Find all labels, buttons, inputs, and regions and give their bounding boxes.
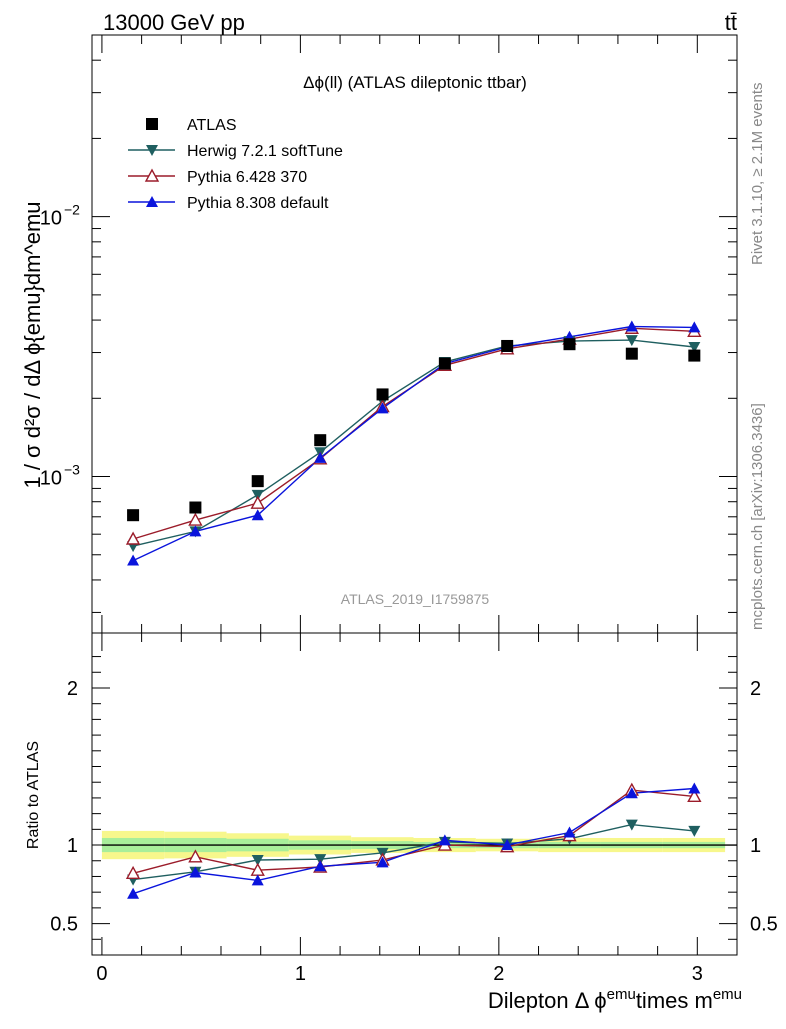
data-point <box>376 388 389 401</box>
ratio-point <box>188 849 203 863</box>
ratio-point <box>251 874 264 886</box>
data-point <box>625 320 638 332</box>
data-point <box>625 347 638 360</box>
data-point <box>376 402 389 414</box>
main-data-layer <box>125 320 702 566</box>
legend-marker <box>144 168 160 182</box>
data-point <box>125 531 141 545</box>
data-point <box>127 509 140 522</box>
analysis-watermark: ATLAS_2019_I1759875 <box>341 591 490 607</box>
ratio-point <box>125 865 141 880</box>
data-point <box>688 349 701 362</box>
ratio-data-layer <box>101 782 737 899</box>
data-point <box>314 451 327 463</box>
legend-marker <box>146 196 158 207</box>
data-point <box>189 525 202 537</box>
ratio-point <box>625 787 638 799</box>
data-point <box>688 342 701 354</box>
data-point <box>314 434 327 447</box>
ratio-point <box>688 782 701 794</box>
series-line-herwig-7-2-1-softtune <box>132 339 695 547</box>
ratio-point <box>625 819 638 831</box>
legend-label: Herwig 7.2.1 softTune <box>187 143 343 160</box>
x-axis-label-superscript: emu <box>607 986 636 1003</box>
ratio-point <box>688 825 701 837</box>
data-point <box>501 339 514 352</box>
legend-label: Pythia 8.308 default <box>187 195 329 212</box>
y-tick-label-exponent: −2 <box>64 202 80 218</box>
ratio-line-herwig-7-2-1-softtune <box>133 823 695 881</box>
series-line-pythia-6-428-370 <box>132 327 695 540</box>
data-point <box>563 338 576 351</box>
x-axis-label-part: Dilepton Δ ϕ <box>488 988 607 1013</box>
x-tick-label: 0 <box>96 963 107 985</box>
legend-marker <box>146 145 158 156</box>
legend-label: ATLAS <box>187 117 237 134</box>
series-line-pythia-8-308-default <box>132 325 695 562</box>
ratio-y-axis-label: Ratio to ATLAS <box>25 741 42 849</box>
ratio-y-tick-label-right: 1 <box>750 835 761 857</box>
data-point <box>127 554 140 566</box>
data-point <box>688 321 701 333</box>
x-axis-label: Dilepton Δ ϕemutimes memu <box>488 986 742 1013</box>
ratio-y-tick-label: 0.5 <box>50 914 78 936</box>
x-tick-label: 1 <box>295 963 306 985</box>
legend: ATLAS Herwig 7.2.1 softTune Pythia 6.428 3… <box>128 117 343 212</box>
ratio-point <box>127 887 140 899</box>
mcplots-label: mcplots.cern.ch [arXiv:1306.3436] <box>749 403 766 630</box>
y-tick-label: 10 <box>40 208 62 230</box>
x-tick-label: 3 <box>692 963 703 985</box>
y-axis-label: 1 / σ d²σ / dΔ ϕ{emu}dm^emu <box>20 201 45 488</box>
ratio-point <box>687 788 702 803</box>
data-point <box>189 501 202 514</box>
ratio-point <box>251 854 264 866</box>
plot-title: Δϕ(ll) (ATLAS dileptonic ttbar) <box>303 73 527 92</box>
ratio-plot-panel: 0.5 0.5 1 1 2 2 0 1 2 3 Ratio to ATLAS Dilepton Δ ϕ… <box>25 632 778 1013</box>
ratio-y-tick-label-right: 2 <box>750 678 761 700</box>
data-point <box>188 512 203 526</box>
data-point <box>251 475 264 488</box>
legend-label: Pythia 6.428 370 <box>187 169 307 186</box>
data-point <box>438 357 451 370</box>
ratio-frame <box>91 632 738 956</box>
data-point <box>251 509 264 521</box>
legend-marker <box>146 118 158 130</box>
ratio-point <box>438 834 451 846</box>
ratio-point <box>189 866 202 878</box>
ratio-point <box>501 839 514 851</box>
y-tick-label: 10 <box>40 468 62 490</box>
rivet-label: Rivet 3.1.10, ≥ 2.1M events <box>749 83 766 266</box>
x-axis-label-superscript: emu <box>713 986 742 1003</box>
data-point <box>625 335 638 347</box>
x-axis-label-part: times m <box>636 988 713 1013</box>
ratio-point <box>376 856 389 868</box>
process-label: tt̄ <box>725 10 737 35</box>
ratio-point <box>314 860 327 872</box>
y-tick-label-exponent: −3 <box>64 462 80 478</box>
ratio-y-tick-label: 2 <box>67 678 78 700</box>
data-point <box>251 489 264 501</box>
ratio-y-tick-label: 1 <box>67 835 78 857</box>
ratio-y-tick-label-right: 0.5 <box>750 914 778 936</box>
x-tick-label: 2 <box>493 963 504 985</box>
ratio-point <box>563 826 576 838</box>
data-point <box>250 495 265 509</box>
main-plot-panel: 10 −310 −21 / σ d²σ / dΔ ϕ{emu}dm^emuΔϕ(ll… <box>20 34 738 634</box>
energy-label: 13000 GeV pp <box>103 10 245 35</box>
ratio-line-pythia-8-308-default <box>132 787 695 895</box>
